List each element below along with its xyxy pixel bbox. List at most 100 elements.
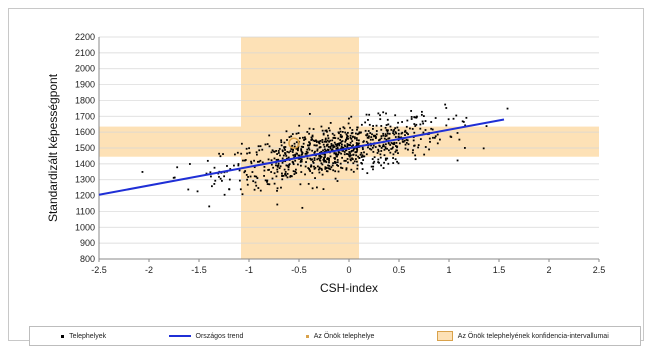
scatter-point: [328, 161, 330, 164]
y-tick-label: 2200: [75, 32, 95, 42]
scatter-point: [384, 147, 387, 150]
scatter-point: [173, 176, 176, 179]
scatter-point: [244, 159, 247, 161]
scatter-point: [294, 155, 297, 158]
scatter-point: [395, 132, 398, 135]
scatter-point: [261, 148, 264, 151]
scatter-point: [346, 144, 349, 147]
scatter-point: [276, 164, 279, 167]
scatter-point: [340, 147, 342, 150]
scatter-point: [286, 164, 289, 167]
scatter-point: [222, 153, 224, 155]
scatter-point: [356, 139, 358, 141]
scatter-point: [367, 136, 370, 139]
scatter-point: [333, 152, 336, 155]
scatter-point: [305, 150, 308, 153]
scatter-point: [350, 115, 353, 118]
scatter-point: [249, 175, 252, 178]
scatter-point: [287, 168, 290, 171]
scatter-point: [316, 165, 319, 168]
scatter-point: [344, 149, 347, 151]
scatter-point: [259, 145, 262, 148]
scatter-point: [300, 150, 303, 153]
scatter-point: [310, 164, 313, 167]
scatter-point: [251, 171, 254, 173]
scatter-point: [422, 115, 425, 118]
scatter-point: [371, 128, 374, 130]
scatter-point: [433, 136, 436, 139]
scatter-point: [415, 116, 418, 119]
scatter-point: [273, 157, 276, 160]
scatter-point: [275, 164, 277, 167]
scatter-point: [430, 121, 433, 123]
scatter-point: [250, 162, 253, 165]
scatter-point: [380, 125, 383, 127]
scatter-point: [347, 143, 350, 146]
scatter-point: [290, 135, 293, 138]
scatter-point: [298, 154, 301, 157]
scatter-point: [321, 141, 324, 143]
scatter-point: [234, 153, 236, 156]
scatter-point: [284, 171, 287, 173]
scatter-point: [419, 138, 422, 140]
scatter-point: [291, 160, 294, 163]
scatter-point: [337, 151, 340, 153]
legend-label: Telephelyek: [69, 332, 107, 340]
scatter-point: [341, 156, 344, 159]
scatter-point: [255, 151, 258, 154]
scatter-point: [343, 127, 346, 130]
scatter-point: [404, 129, 407, 132]
scatter-point: [259, 159, 262, 162]
scatter-point: [341, 135, 343, 138]
scatter-point: [259, 189, 262, 192]
scatter-point: [313, 152, 316, 154]
scatter-point: [305, 152, 308, 155]
scatter-point: [359, 153, 362, 156]
scatter-point: [372, 162, 375, 165]
scatter-point: [380, 164, 383, 167]
scatter-point: [285, 130, 288, 133]
scatter-point: [316, 158, 319, 161]
scatter-point: [335, 161, 337, 164]
scatter-point: [277, 150, 280, 152]
scatter-point: [247, 176, 249, 178]
scatter-point: [297, 149, 299, 152]
scatter-point: [334, 157, 336, 160]
scatter-point: [246, 152, 248, 155]
scatter-point: [372, 144, 375, 147]
scatter-point: [382, 167, 385, 169]
scatter-point: [349, 141, 352, 144]
scatter-point: [304, 138, 307, 141]
scatter-point: [278, 148, 281, 150]
scatter-point: [206, 159, 209, 162]
y-tick-label: 2000: [75, 64, 95, 74]
scatter-point: [389, 125, 392, 128]
x-tick-label: 2: [546, 265, 551, 275]
scatter-point: [394, 114, 397, 117]
x-tick-label: -2: [145, 265, 153, 275]
scatter-point: [384, 157, 387, 160]
scatter-point: [350, 168, 353, 171]
scatter-point: [392, 130, 395, 133]
scatter-point: [366, 142, 369, 145]
y-tick-label: 2100: [75, 48, 95, 58]
scatter-point: [378, 145, 381, 148]
scatter-point: [332, 146, 335, 149]
scatter-point: [313, 157, 316, 160]
scatter-point: [141, 171, 144, 173]
scatter-point: [375, 130, 378, 132]
scatter-point: [286, 139, 288, 141]
scatter-point: [313, 167, 316, 170]
scatter-point: [323, 158, 325, 161]
scatter-point: [208, 205, 211, 208]
scatter-point: [313, 144, 316, 147]
scatter-point: [344, 139, 347, 142]
scatter-point: [386, 130, 389, 133]
scatter-point: [237, 163, 240, 165]
scatter-point: [368, 123, 371, 126]
scatter-point: [330, 143, 333, 145]
scatter-point: [360, 123, 363, 126]
scatter-point: [332, 144, 335, 147]
scatter-point: [300, 171, 303, 173]
scatter-point: [343, 153, 346, 156]
